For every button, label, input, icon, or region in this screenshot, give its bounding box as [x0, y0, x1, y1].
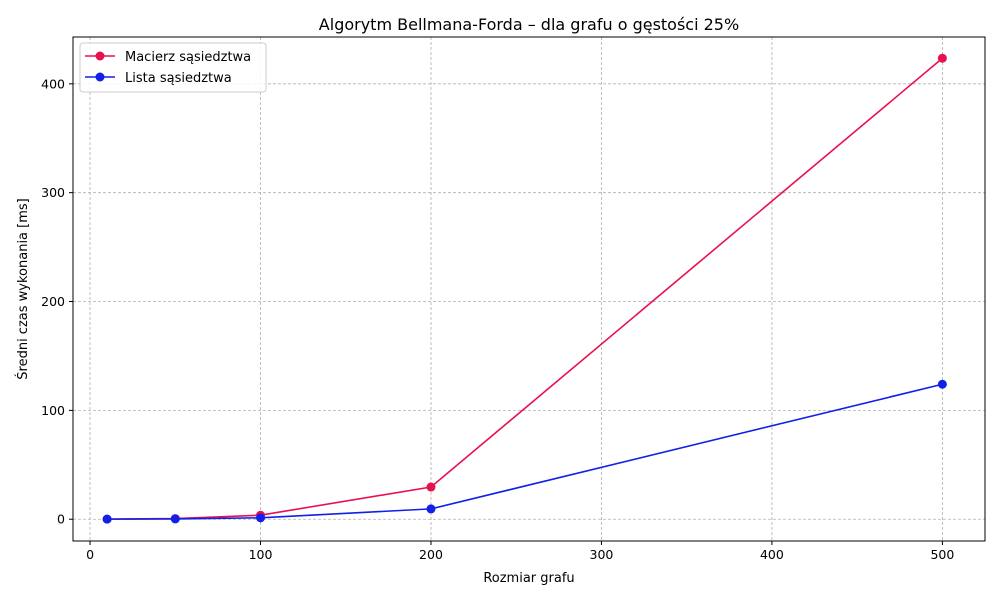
- y-tick-label: 300: [41, 185, 65, 200]
- y-tick-label: 200: [41, 294, 65, 309]
- x-axis-label: Rozmiar grafu: [483, 571, 574, 586]
- x-tick-label: 200: [419, 547, 443, 562]
- data-point: [256, 513, 266, 523]
- y-tick-label: 100: [41, 403, 65, 418]
- x-tick-label: 300: [590, 547, 614, 562]
- legend-marker-list: [95, 72, 105, 82]
- x-tick-label: 0: [86, 547, 94, 562]
- x-tick-label: 400: [760, 547, 784, 562]
- chart-title: Algorytm Bellmana-Forda – dla grafu o gę…: [319, 15, 739, 34]
- grid: [73, 37, 985, 541]
- legend: Macierz sąsiedztwa Lista sąsiedztwa: [79, 42, 267, 93]
- series-layer: [102, 53, 947, 524]
- data-point: [426, 482, 436, 492]
- y-tick-label: 0: [57, 512, 65, 527]
- legend-label-list: Lista sąsiedztwa: [125, 71, 232, 86]
- x-tick-label: 100: [249, 547, 273, 562]
- legend-marker-matrix: [95, 51, 105, 61]
- data-point: [426, 504, 436, 514]
- plot-frame: [72, 36, 986, 542]
- data-point: [102, 514, 112, 524]
- legend-box: [79, 42, 267, 93]
- data-point: [170, 514, 180, 524]
- ticks: 0 100 200 300 400 500 0 100 200 300 400: [41, 76, 954, 562]
- x-tick-label: 500: [930, 547, 954, 562]
- y-axis-label: Średni czas wykonania [ms]: [15, 198, 31, 379]
- data-point: [937, 379, 947, 389]
- series-line-0: [107, 57, 943, 520]
- data-point: [937, 53, 947, 63]
- y-tick-label: 400: [41, 76, 65, 91]
- series-line-1: [107, 383, 943, 520]
- legend-label-matrix: Macierz sąsiedztwa: [125, 50, 251, 65]
